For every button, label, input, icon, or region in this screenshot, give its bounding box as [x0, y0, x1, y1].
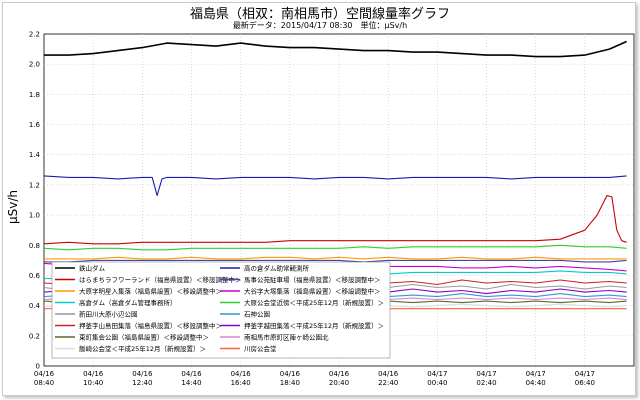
- series-line-4: [44, 256, 627, 260]
- x-tick-date: 04/16: [280, 370, 301, 378]
- x-tick-date: 04/17: [427, 370, 447, 378]
- series-line-2: [43, 194, 627, 245]
- series-line-0: [44, 40, 627, 58]
- y-tick-label: 1.8: [29, 91, 40, 99]
- y-axis-ticks: 0 0.2 0.4 0.6 0.8 1.0 1.2 1.4 1.6 1.8 2.0 2.2: [29, 31, 41, 371]
- legend-entry-9: 石神公園: [244, 310, 270, 319]
- legend-entry-10: 押釜字山島田集落（福島県設置）＜移設調整中＞: [79, 321, 222, 330]
- x-tick-date: 04/16: [83, 370, 104, 378]
- x-tick-date: 04/17: [575, 370, 595, 378]
- legend-entry-6: 高倉ダム（高倉ダム管理事務所）: [79, 298, 177, 307]
- y-tick-label: 1.2: [29, 181, 40, 189]
- legend-entry-14: 飯崎公会堂＜平成25年12月〔新規設置〕＞: [79, 344, 206, 353]
- series-line-7: [43, 244, 627, 251]
- legend-entry-12: 東町集会公園（福島県設置）＜移設調整中＞: [79, 333, 209, 342]
- x-tick-date: 04/17: [526, 370, 546, 378]
- legend-entry-1: 高の倉ダム助常観測所: [244, 264, 310, 273]
- y-tick-label: 0.8: [29, 242, 40, 250]
- x-tick-time: 10:40: [83, 379, 103, 387]
- legend-entry-7: 大原公会堂近傍＜平成25年12月〔新規設置〕＞: [244, 298, 384, 307]
- y-tick-label: 2.2: [29, 31, 40, 39]
- x-tick-time: 06:40: [575, 379, 595, 387]
- chart-subtitle: 最新データ：2015/04/17 08:30 単位：μSv/h: [232, 21, 408, 30]
- x-tick-time: 12:40: [132, 379, 152, 387]
- x-tick-time: 22:40: [378, 379, 398, 387]
- x-tick-date: 04/16: [378, 370, 399, 378]
- y-tick-label: 1.0: [29, 212, 40, 220]
- legend-entry-4: 大原字明星入集落（福島県設置）＜移設調整中＞: [79, 287, 222, 296]
- x-tick-date: 04/16: [34, 370, 55, 378]
- x-tick-time: 18:40: [280, 379, 300, 387]
- legend: 鉄山ダム 高の倉ダム助常観測所はらまちラフワーランド（福島県設置）＜移設調整中＞馬…: [51, 261, 391, 359]
- y-tick-label: 0: [36, 363, 40, 371]
- x-tick-time: 20:40: [329, 379, 349, 387]
- y-tick-label: 0.4: [29, 302, 41, 310]
- legend-entry-13: 南相馬市原町区陣ヶ崎公園北: [244, 333, 329, 342]
- y-tick-label: 2.0: [29, 61, 40, 69]
- series-line-1: [43, 175, 627, 197]
- x-tick-time: 14:40: [181, 379, 201, 387]
- x-tick-date: 04/16: [181, 370, 202, 378]
- x-tick-date: 04/17: [476, 370, 496, 378]
- legend-entry-11: 押釜字越田集落＜平成25年12月〔新規設置〕＞: [244, 321, 384, 330]
- legend-entry-15: 川房公会堂: [244, 344, 277, 353]
- legend-entry-3: 馬事公苑駐車場（福島県設置）＜移設調整中＞: [244, 275, 381, 284]
- x-axis-ticks: 04/1608:4004/1610:4004/1612:4004/1614:40…: [34, 370, 595, 387]
- x-tick-date: 04/16: [231, 370, 252, 378]
- y-tick-label: 1.6: [29, 121, 41, 129]
- legend-entry-0: 鉄山ダム: [79, 264, 106, 273]
- legend-box: [51, 261, 391, 359]
- x-tick-time: 04:40: [526, 379, 546, 387]
- series-line-3: [44, 259, 627, 263]
- x-tick-date: 04/16: [329, 370, 350, 378]
- legend-entry-8: 新田川大原小辺公園: [79, 310, 138, 319]
- y-tick-label: 1.4: [29, 151, 41, 159]
- x-tick-time: 16:40: [231, 379, 251, 387]
- y-tick-label: 0.2: [29, 332, 40, 340]
- legend-entry-5: 大谷字大塚集落（福島県設置）＜移設調整中＞: [244, 287, 381, 296]
- x-tick-time: 00:40: [427, 379, 447, 387]
- x-tick-time: 08:40: [34, 379, 54, 387]
- x-tick-date: 04/16: [132, 370, 153, 378]
- y-tick-label: 0.6: [29, 272, 41, 280]
- legend-entry-2: はらまちラフワーランド（福島県設置）＜移設調整中＞: [79, 275, 242, 284]
- chart-title: 福島県（相双：南相馬市）空間線量率グラフ: [189, 7, 450, 22]
- x-tick-time: 02:40: [476, 379, 496, 387]
